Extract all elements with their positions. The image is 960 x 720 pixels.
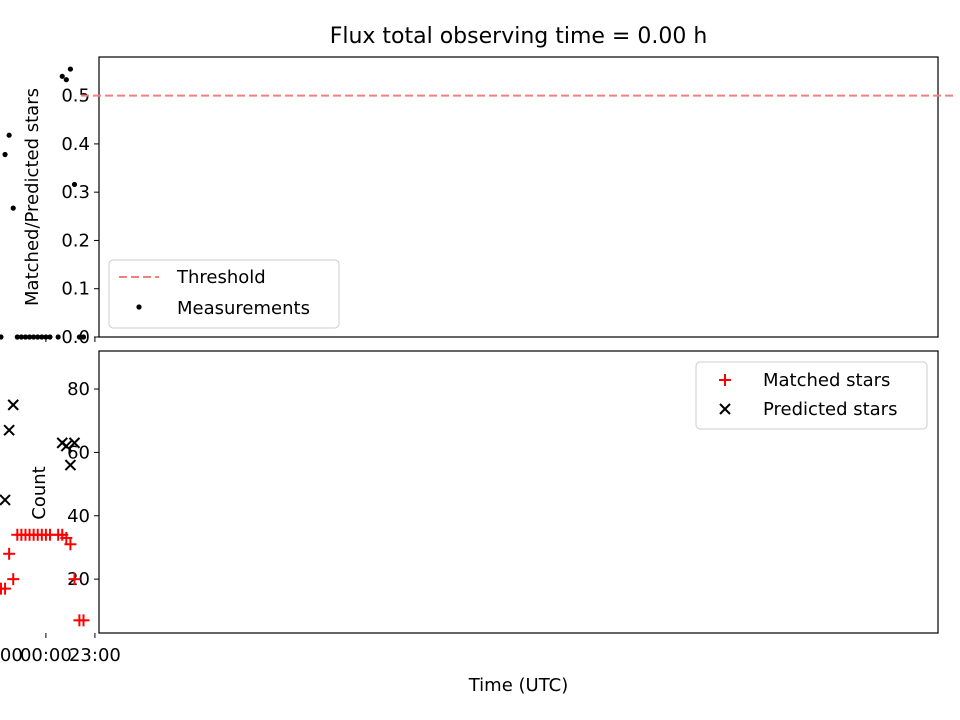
legend-measurements-swatch xyxy=(136,304,142,310)
matched-star-point xyxy=(7,573,20,586)
top-y-tick-label: 0.2 xyxy=(61,230,90,251)
top-y-axis-label: Matched/Predicted stars xyxy=(22,88,43,306)
x-tick-label: 01:00 xyxy=(0,645,23,666)
measurement-point xyxy=(67,66,74,72)
predicted-star-mark xyxy=(56,437,68,449)
legend-predicted-label: Predicted stars xyxy=(763,399,897,420)
predicted-star-point xyxy=(0,494,11,506)
bottom-y-tick-label: 40 xyxy=(67,506,90,527)
x-axis-label: Time (UTC) xyxy=(468,675,569,696)
bottom-y-tick-label: 80 xyxy=(67,379,90,400)
x-tick-label: 23:00 xyxy=(69,645,121,666)
measurement-point xyxy=(6,132,12,138)
bottom-legend-frame xyxy=(695,361,928,430)
predicted-star-mark xyxy=(3,424,15,436)
top-y-tick-label: 0.3 xyxy=(61,182,90,203)
measurement-point xyxy=(18,334,24,340)
matched-star-point xyxy=(3,547,16,560)
measurement-point xyxy=(35,334,41,340)
bottom-y-tick-label: 60 xyxy=(67,442,90,463)
top-legend: Threshold Measurements xyxy=(108,259,340,329)
top-legend-frame xyxy=(108,259,340,329)
top-y-tick-label: 0.5 xyxy=(61,86,90,107)
top-y-tick-label: 0.4 xyxy=(61,134,90,155)
measurement-point xyxy=(14,334,20,340)
predicted-star-point xyxy=(3,424,15,436)
legend-measurements-label: Measurements xyxy=(177,298,310,319)
measurement-point xyxy=(10,205,16,211)
matched-star-point xyxy=(68,573,81,586)
matched-star-point xyxy=(11,528,24,541)
top-y-tick-label: 0.0 xyxy=(61,327,90,348)
measurement-point xyxy=(43,334,49,340)
top-plot-area xyxy=(98,56,939,338)
predicted-star-point xyxy=(68,437,81,449)
measurement-point xyxy=(39,334,45,340)
legend-threshold-label: Threshold xyxy=(176,267,266,288)
predicted-star-mark xyxy=(64,459,77,471)
measurement-point xyxy=(31,334,37,340)
matched-star-point xyxy=(0,587,3,590)
bottom-legend: Matched stars Predicted stars xyxy=(695,361,928,430)
matched-star-point xyxy=(64,538,77,551)
measurement-point xyxy=(76,334,82,340)
top-panel: 0.0 0.1 0.2 0.3 0.4 0.5 Matched/Predicted sta… xyxy=(0,56,956,348)
predicted-star-point xyxy=(56,437,68,449)
chart-title: Flux total observing time = 0.00 h xyxy=(330,24,708,49)
legend-matched-label: Matched stars xyxy=(763,370,890,391)
measurement-point xyxy=(71,181,78,188)
top-y-tick-label: 0.1 xyxy=(61,279,90,300)
measurement-point xyxy=(55,334,61,340)
measurement-point xyxy=(59,73,65,79)
matched-star-point xyxy=(73,614,86,627)
bottom-y-axis-label: Count xyxy=(29,466,50,519)
predicted-star-point xyxy=(64,459,77,471)
top-y-axis: 0.0 0.1 0.2 0.3 0.4 0.5 xyxy=(61,86,99,348)
legend-matched-swatch xyxy=(719,374,731,386)
bottom-plot-area xyxy=(98,350,939,634)
predicted-star-mark xyxy=(7,399,19,411)
predicted-star-point xyxy=(7,399,19,411)
measurement-point xyxy=(0,334,4,340)
bottom-series-layer xyxy=(0,399,90,627)
measurement-point xyxy=(80,334,87,340)
x-tick-label: 00:00 xyxy=(20,645,72,666)
top-series-layer xyxy=(0,66,956,340)
legend-predicted-swatch xyxy=(719,403,731,415)
predicted-star-mark xyxy=(68,437,81,449)
measurement-point xyxy=(22,334,29,340)
measurement-point xyxy=(47,334,53,340)
measurement-point xyxy=(63,77,69,83)
measurement-point xyxy=(26,334,33,340)
measurement-point xyxy=(2,151,8,158)
predicted-star-mark xyxy=(0,494,11,506)
